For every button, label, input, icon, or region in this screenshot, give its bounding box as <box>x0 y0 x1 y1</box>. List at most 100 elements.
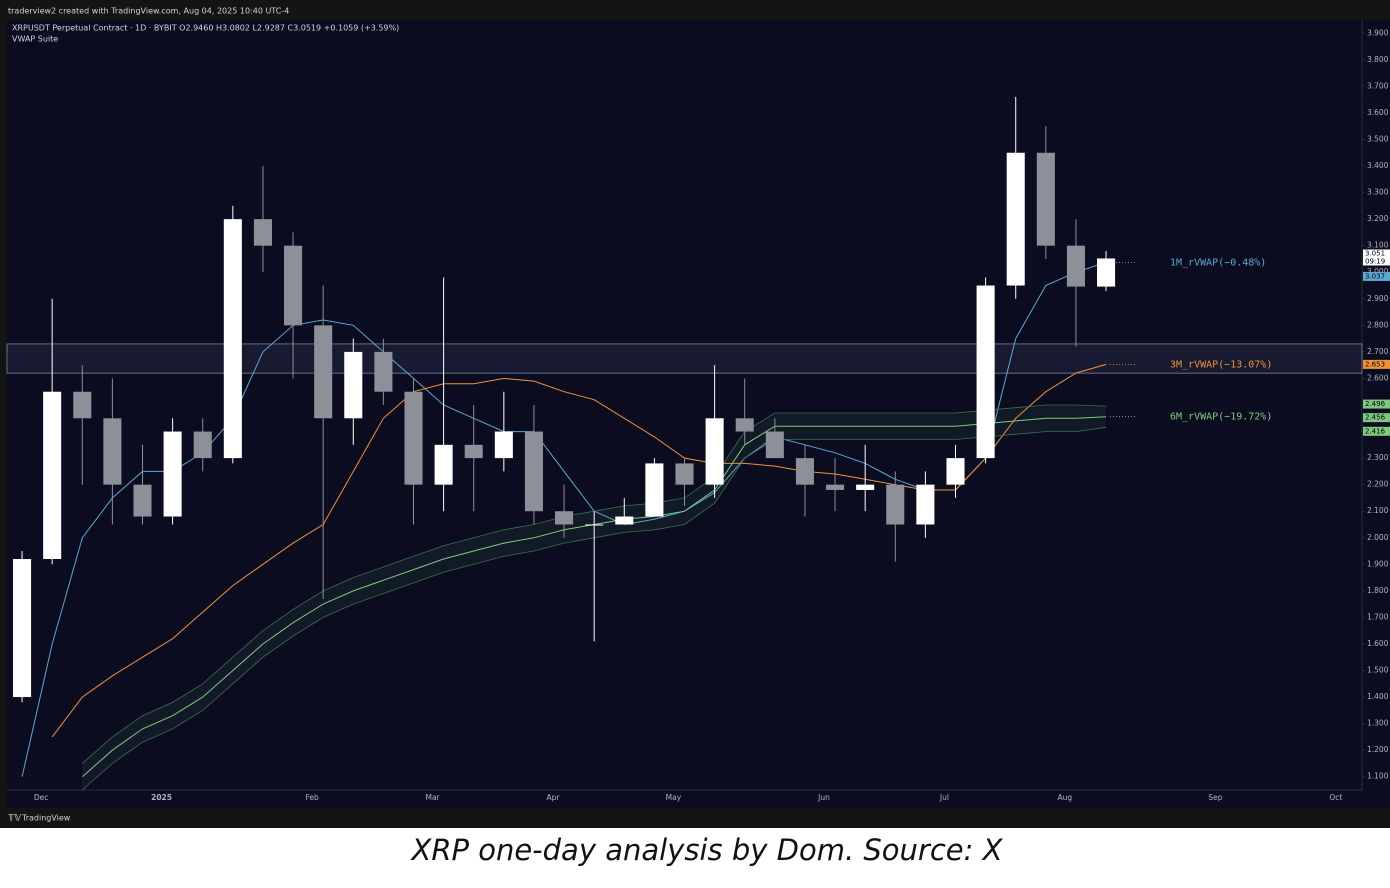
x-tick-label: Oct <box>1329 793 1342 802</box>
candle-body <box>284 245 303 326</box>
x-tick-label: Jul <box>939 793 949 802</box>
y-tick-label: 2.800 <box>1367 320 1389 329</box>
y-tick-label: 3.700 <box>1367 81 1389 90</box>
y-tick-label: 3.900 <box>1367 28 1389 37</box>
candle-body <box>615 516 634 525</box>
y-tick-label: 2.000 <box>1367 533 1389 542</box>
candle-body <box>73 391 92 419</box>
candle-body <box>43 391 62 559</box>
y-tick-label: 1.700 <box>1367 612 1389 621</box>
candle-body <box>163 431 182 517</box>
price-tag: 2.456 <box>1365 414 1386 422</box>
series-label: 6M_rVWAP(−19.72%) <box>1170 412 1272 423</box>
y-tick-label: 3.500 <box>1367 134 1389 143</box>
y-tick-label: 2.100 <box>1367 506 1389 515</box>
candle-body <box>494 431 513 459</box>
y-tick-label: 3.300 <box>1367 188 1389 197</box>
candle-body <box>13 559 32 698</box>
x-tick-label: Jun <box>817 793 830 802</box>
price-tag: 2.416 <box>1365 427 1386 435</box>
price-tag-bg <box>1363 413 1390 423</box>
symbol-info: XRPUSDT Perpetual Contract · 1D · BYBIT … <box>12 24 399 33</box>
x-tick-label: 2025 <box>151 793 172 802</box>
price-tag: 3.037 <box>1365 272 1385 280</box>
candle-body <box>675 463 694 485</box>
candle-body <box>344 351 363 419</box>
candle-body <box>434 444 453 485</box>
y-tick-label: 2.900 <box>1367 294 1389 303</box>
footer-brand: TradingView <box>21 814 71 823</box>
candle-body <box>585 524 604 526</box>
zone <box>6 343 1363 374</box>
candle-body <box>103 418 122 485</box>
candle-body <box>795 458 814 485</box>
candle-body <box>826 484 845 490</box>
y-tick-label: 2.300 <box>1367 453 1389 462</box>
y-tick-label: 3.600 <box>1367 108 1389 117</box>
candle-body <box>645 463 664 517</box>
y-tick-label: 3.100 <box>1367 241 1389 250</box>
candle-body <box>735 418 754 432</box>
candle-body <box>765 431 784 459</box>
y-tick-label: 2.600 <box>1367 373 1389 382</box>
candle-body <box>464 444 483 459</box>
x-tick-label: Sep <box>1208 793 1222 802</box>
candle-body <box>193 431 212 459</box>
candle-body <box>404 391 423 485</box>
x-tick-label: Apr <box>547 793 561 802</box>
vwap-band-upper <box>82 404 1107 764</box>
y-tick-label: 1.200 <box>1367 745 1389 754</box>
y-tick-label: 1.300 <box>1367 719 1389 728</box>
y-tick-label: 1.400 <box>1367 692 1389 701</box>
credit: traderview2 created with TradingView.com… <box>8 7 289 16</box>
candle-body <box>1006 152 1025 286</box>
price-tag-bg <box>1363 271 1390 281</box>
candle-body <box>374 351 393 392</box>
candle-body <box>1097 258 1116 287</box>
candle-body <box>1036 152 1055 246</box>
candle-body <box>133 484 152 517</box>
candle-body <box>555 511 574 525</box>
x-tick-label: May <box>666 793 682 802</box>
candle-body <box>946 458 965 485</box>
candle-body <box>314 325 333 419</box>
candle-body <box>976 285 995 459</box>
price-tag-bg <box>1363 399 1390 409</box>
y-tick-label: 1.900 <box>1367 559 1389 568</box>
price-tag: 2.496 <box>1365 400 1386 408</box>
y-tick-label: 3.400 <box>1367 161 1389 170</box>
last-price-bg <box>1363 249 1390 266</box>
price-tag-bg <box>1363 426 1390 436</box>
y-tick-label: 3.800 <box>1367 55 1389 64</box>
y-tick-label: 1.100 <box>1367 772 1389 781</box>
y-tick-label: 1.600 <box>1367 639 1389 648</box>
candle-body <box>916 484 935 525</box>
candle-body <box>223 219 242 459</box>
price-tag: 2.653 <box>1365 360 1385 368</box>
series-label: 3M_rVWAP(−13.07%) <box>1170 359 1272 370</box>
last-price: 3.051 <box>1365 249 1385 257</box>
candle-body <box>705 418 724 485</box>
candle-body <box>524 431 543 512</box>
series-label: 1M_rVWAP(−0.48%) <box>1170 257 1266 268</box>
countdown: 09:19 <box>1365 257 1385 265</box>
candle-body <box>886 484 905 525</box>
y-tick-label: 3.000 <box>1367 267 1389 276</box>
candle-body <box>1066 245 1085 287</box>
x-tick-label: Aug <box>1058 793 1073 802</box>
candle-body <box>856 484 875 490</box>
y-tick-label: 3.200 <box>1367 214 1389 223</box>
y-tick-label: 1.500 <box>1367 666 1389 675</box>
x-tick-label: Dec <box>34 793 49 802</box>
candle-body <box>253 219 272 246</box>
y-tick-label: 1.800 <box>1367 586 1389 595</box>
x-tick-label: Feb <box>305 793 319 802</box>
caption: XRP one-day analysis by Dom. Source: X <box>410 833 1004 867</box>
footer-logo: 𝕋𝕍 <box>8 814 21 824</box>
y-tick-label: 2.200 <box>1367 480 1389 489</box>
y-tick-label: 2.700 <box>1367 347 1389 356</box>
price-tag-bg <box>1363 359 1390 369</box>
x-tick-label: Mar <box>425 793 440 802</box>
indicator-name: VWAP Suite <box>12 35 58 44</box>
